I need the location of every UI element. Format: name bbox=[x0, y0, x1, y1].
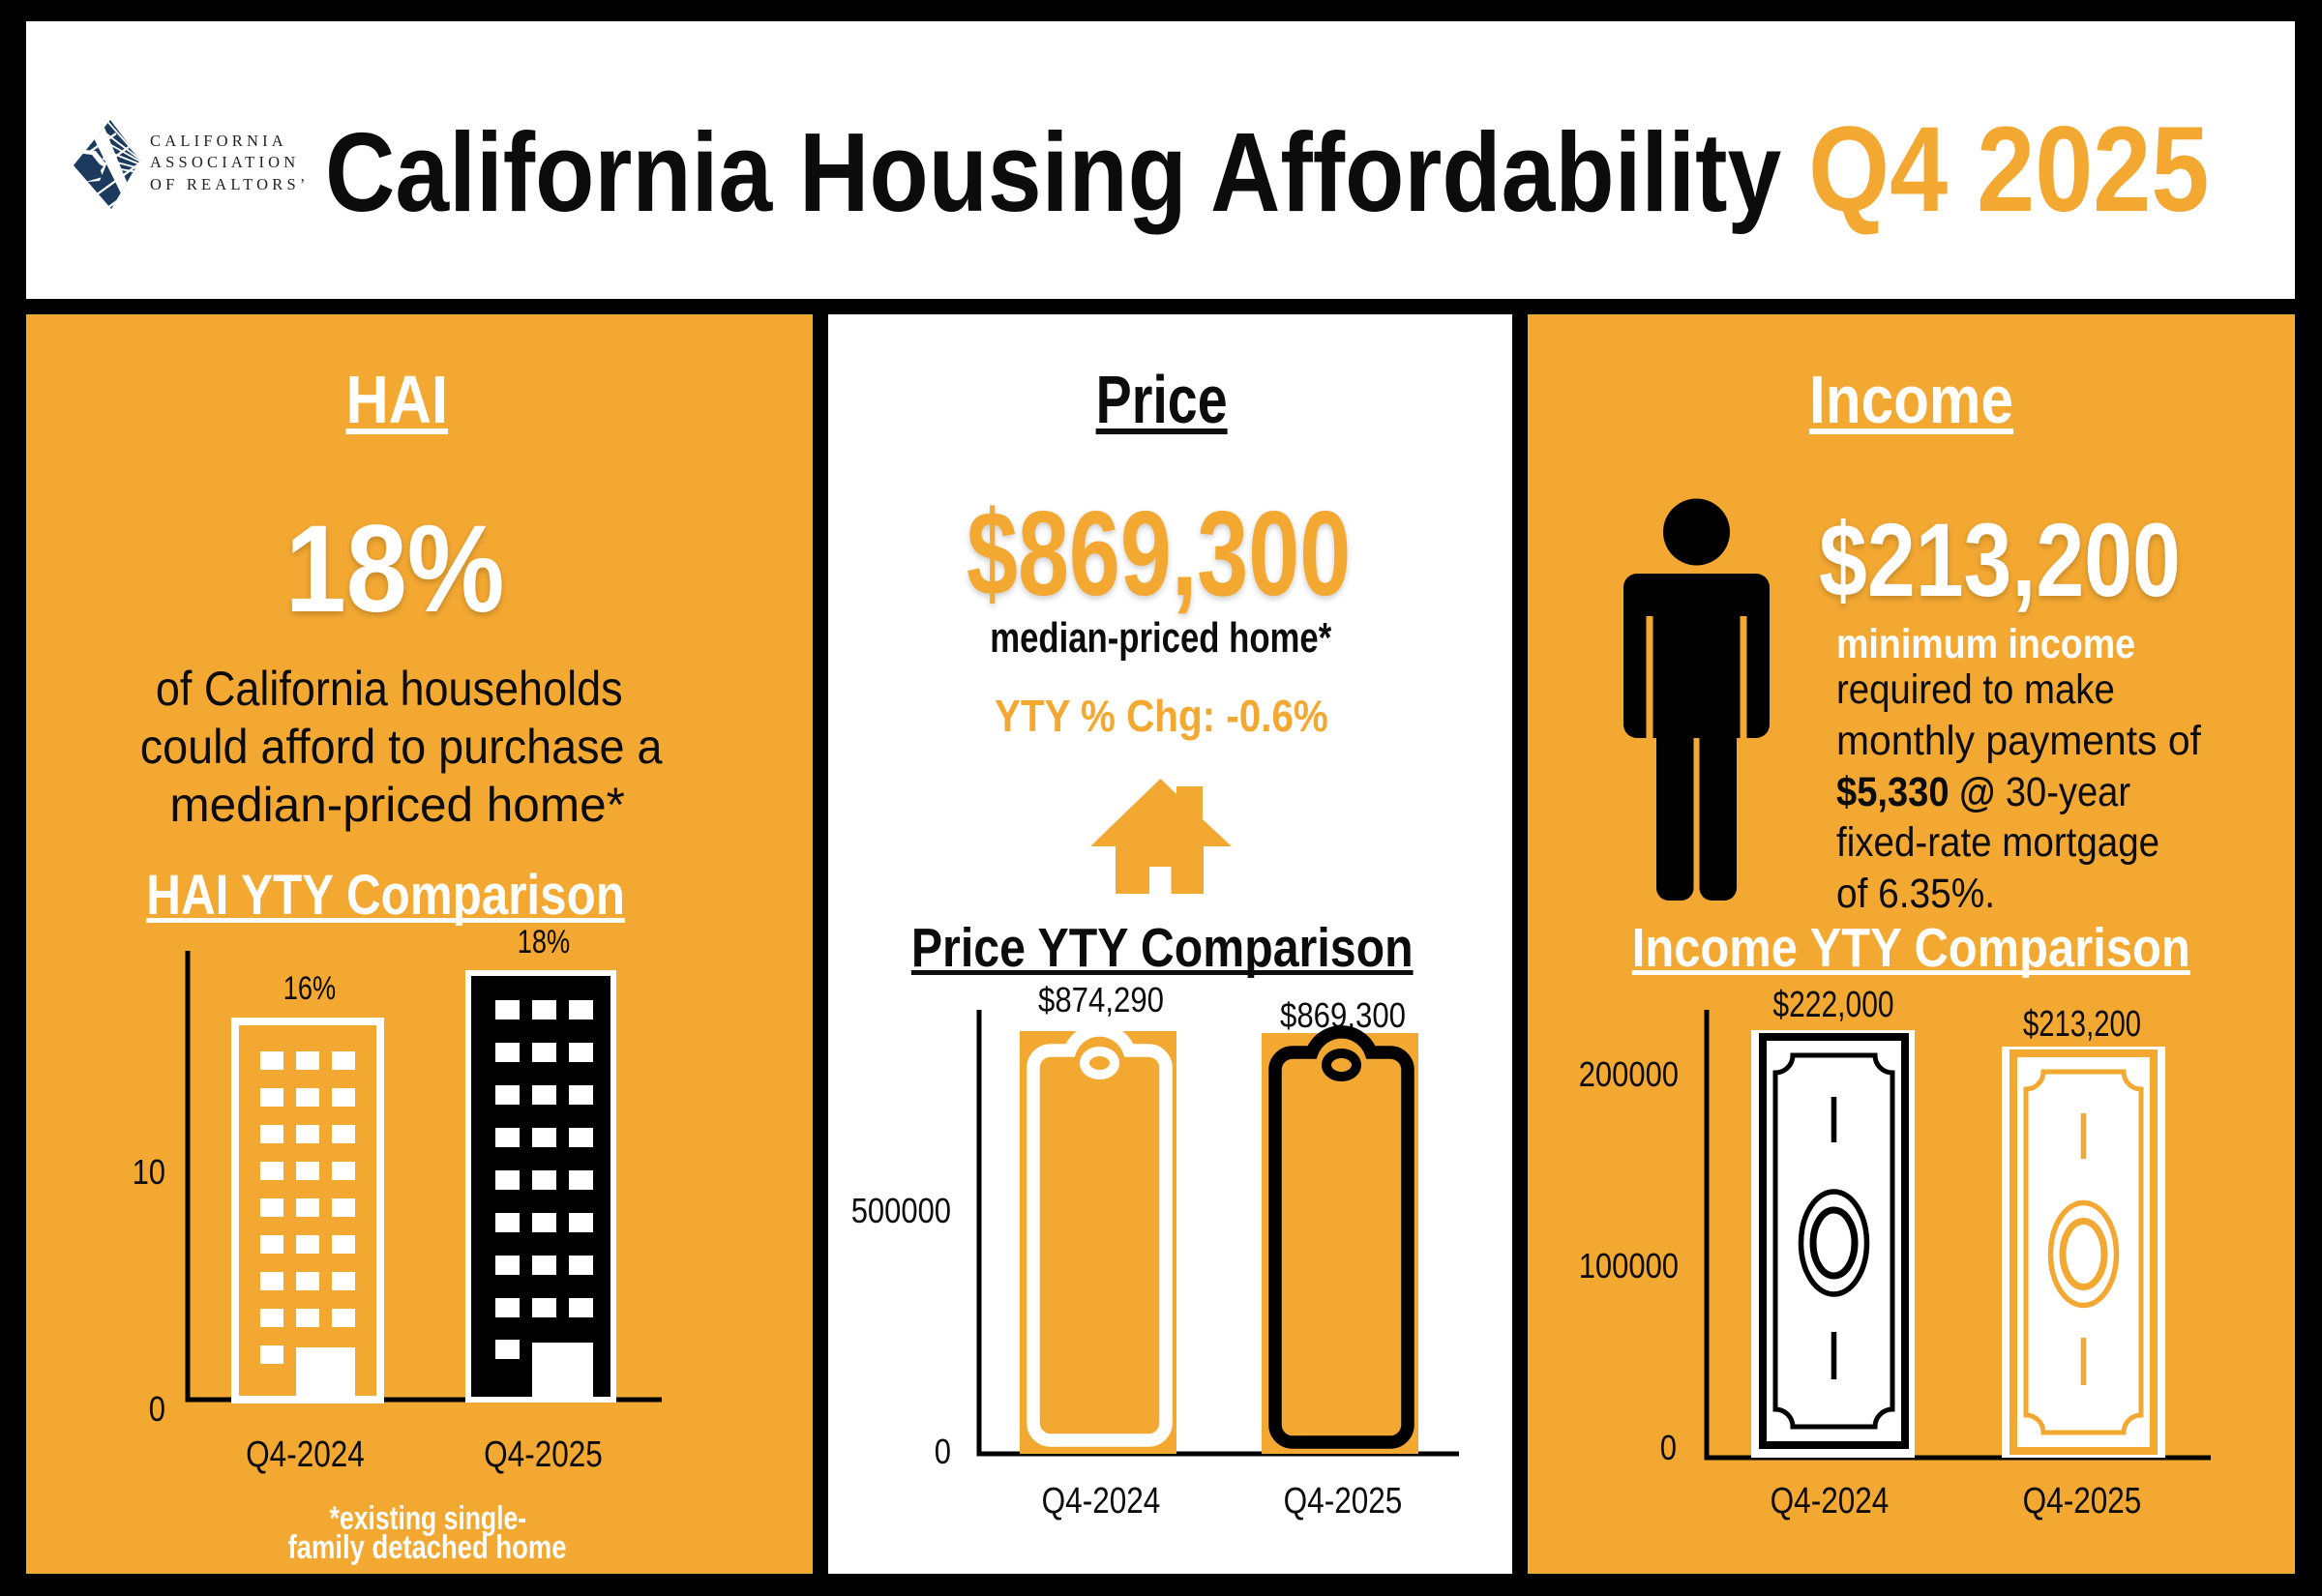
svg-text:200000: 200000 bbox=[1579, 1056, 1679, 1095]
svg-text:0: 0 bbox=[1660, 1430, 1677, 1468]
svg-text:Q4-2025: Q4-2025 bbox=[484, 1433, 603, 1474]
svg-text:16%: 16% bbox=[283, 969, 336, 1007]
svg-text:100000: 100000 bbox=[1579, 1248, 1679, 1286]
svg-text:$222,000: $222,000 bbox=[1772, 985, 1893, 1025]
svg-text:Q4-2024: Q4-2024 bbox=[1042, 1480, 1161, 1521]
svg-text:$213,200: $213,200 bbox=[2023, 1003, 2141, 1045]
svg-text:0: 0 bbox=[149, 1391, 165, 1430]
svg-text:0: 0 bbox=[935, 1433, 951, 1472]
svg-text:Q4-2024: Q4-2024 bbox=[246, 1433, 365, 1474]
svg-text:Q4-2025: Q4-2025 bbox=[1284, 1480, 1403, 1521]
svg-text:10: 10 bbox=[133, 1154, 165, 1193]
svg-text:Q4-2024: Q4-2024 bbox=[1771, 1480, 1890, 1521]
svg-text:Q4-2025: Q4-2025 bbox=[2023, 1480, 2142, 1521]
svg-text:$874,290: $874,290 bbox=[1038, 982, 1164, 1020]
svg-text:18%: 18% bbox=[518, 923, 570, 961]
svg-text:500000: 500000 bbox=[851, 1193, 951, 1231]
